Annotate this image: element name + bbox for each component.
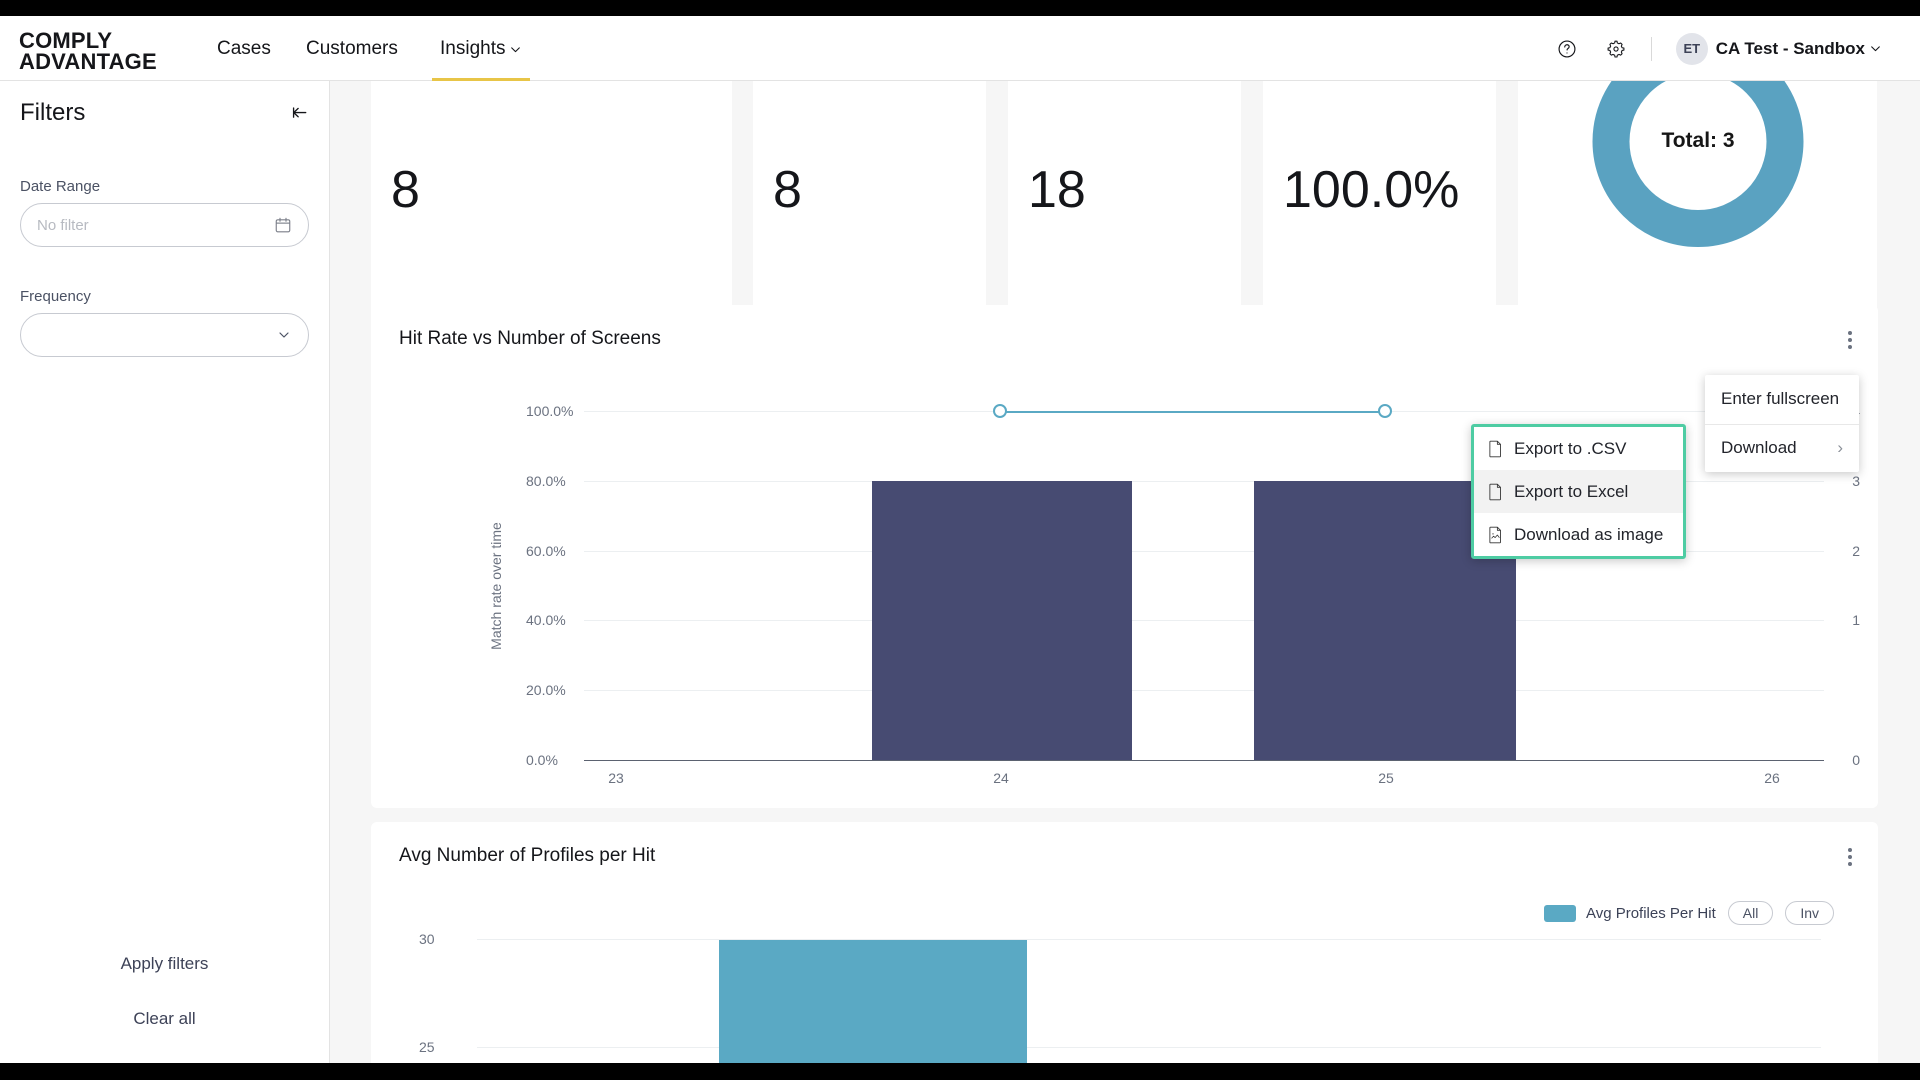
svg-text:Total: 3: Total: 3	[1661, 129, 1734, 152]
